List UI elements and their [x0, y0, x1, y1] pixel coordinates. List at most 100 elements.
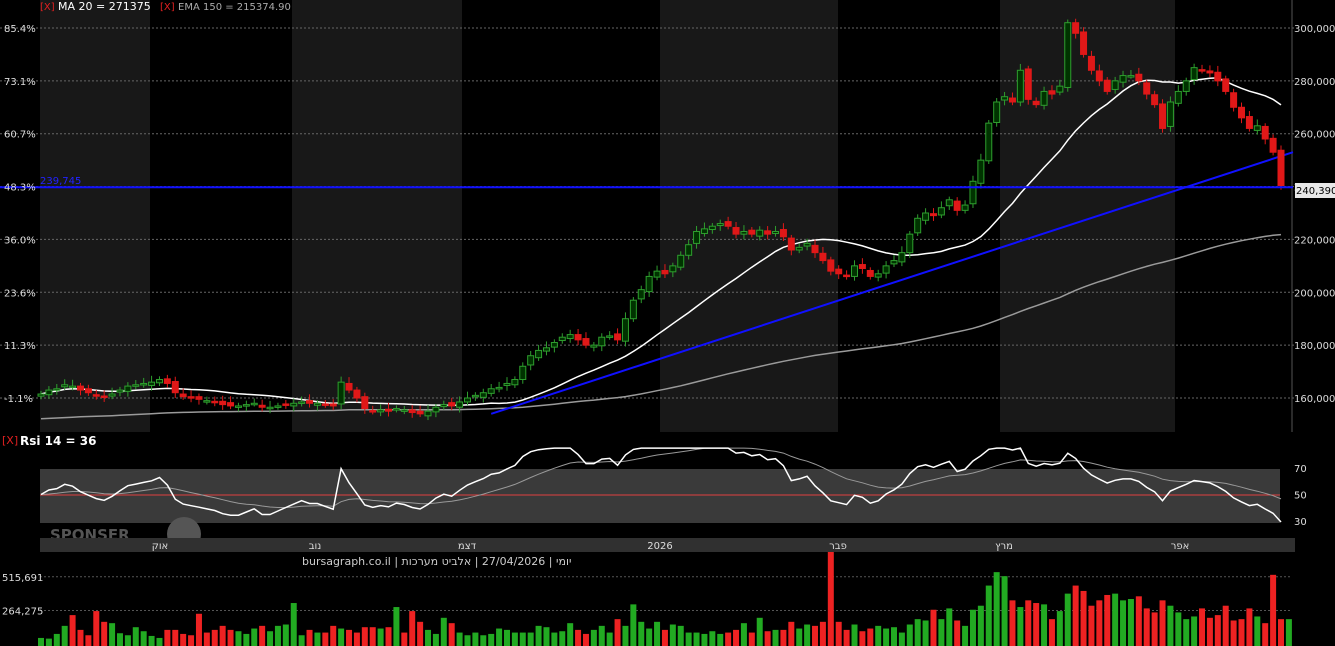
- volume-tick-label: 264,275: [2, 607, 43, 618]
- volume-bar: [693, 632, 700, 646]
- candle-body: [53, 388, 61, 391]
- volume-bar: [1127, 599, 1134, 646]
- candle-body: [574, 334, 582, 341]
- volume-bar: [93, 611, 100, 646]
- rsi-tick-label: 30: [1294, 517, 1307, 528]
- rsi-line: [40, 447, 1282, 523]
- candle-body: [1024, 68, 1032, 100]
- volume-bar: [346, 629, 353, 646]
- volume-bar: [1246, 608, 1253, 646]
- candle-body: [851, 265, 859, 277]
- volume-bar: [756, 617, 763, 646]
- volume-bar: [717, 633, 724, 646]
- volume-bar: [338, 628, 345, 646]
- candle-body: [361, 396, 369, 410]
- candle-body: [337, 381, 345, 405]
- price-tick-label: 200,000: [1294, 288, 1335, 299]
- volume-bar: [1017, 607, 1024, 646]
- price-grid: [0, 0, 1295, 432]
- percent-tick-label: 73.1%: [4, 77, 36, 88]
- volume-bar: [535, 625, 542, 646]
- percent-tick-label: 85.4%: [4, 24, 36, 35]
- volume-bar: [914, 619, 921, 646]
- volume-bar: [203, 632, 210, 646]
- volume-bar: [796, 628, 803, 646]
- volume-bar: [369, 627, 376, 646]
- candle-body: [519, 365, 527, 380]
- volume-bar: [1025, 600, 1032, 646]
- volume-bar: [172, 629, 179, 646]
- volume-bar: [875, 625, 882, 646]
- candle-body: [495, 386, 503, 390]
- volume-bar: [922, 620, 929, 646]
- candle-body: [1253, 125, 1261, 131]
- candle-body: [1056, 85, 1064, 93]
- volume-bar: [1056, 611, 1063, 646]
- volume-bars: [38, 552, 1292, 646]
- volume-bar: [259, 625, 266, 646]
- volume-bar: [1041, 604, 1048, 646]
- candle-body: [606, 335, 614, 338]
- volume-bar: [1183, 619, 1190, 646]
- candle-body: [416, 410, 424, 415]
- volume-bar: [1254, 616, 1261, 646]
- candle-body: [1269, 137, 1277, 153]
- volume-bar: [622, 625, 629, 646]
- candle-body: [827, 259, 835, 272]
- ema-remove-tag[interactable]: [X]: [160, 2, 175, 13]
- volume-bar: [393, 607, 400, 646]
- candle-body: [290, 402, 298, 407]
- candle-body: [1080, 31, 1088, 55]
- candle-body: [463, 397, 471, 403]
- ma-remove-tag[interactable]: [X]: [40, 2, 55, 13]
- volume-bar: [274, 625, 281, 646]
- volume-bar: [654, 621, 661, 646]
- candle-body: [969, 180, 977, 205]
- volume-bar: [646, 628, 653, 646]
- candle-body: [858, 264, 866, 269]
- candle-body: [511, 379, 519, 386]
- volume-bar: [496, 628, 503, 646]
- volume-bar: [282, 624, 289, 646]
- candle-body: [835, 268, 843, 275]
- candle-body: [92, 394, 100, 397]
- candle-body: [645, 275, 653, 293]
- volume-bar: [1175, 612, 1182, 646]
- volume-bar: [1088, 605, 1095, 646]
- candle-body: [700, 228, 708, 234]
- candle-body: [590, 344, 598, 348]
- candle-body: [1072, 22, 1080, 34]
- volume-bar: [330, 625, 337, 646]
- candle-body: [37, 393, 45, 397]
- candle-body: [542, 347, 550, 352]
- percent-tick-label: 60.7%: [4, 130, 36, 141]
- ema-legend: EMA 150 = 215374.90: [178, 2, 291, 13]
- candle-body: [1095, 70, 1103, 82]
- candle-body: [282, 403, 290, 406]
- candle-body: [1111, 80, 1119, 90]
- volume-tick-label: 515,691: [2, 573, 43, 584]
- volume-bar: [432, 633, 439, 646]
- candle-body: [211, 400, 219, 404]
- candle-body: [227, 402, 235, 407]
- volume-bar: [890, 627, 897, 646]
- volume-bar: [859, 631, 866, 646]
- candle-body: [408, 409, 416, 414]
- candle-body: [693, 231, 701, 244]
- volume-bar: [511, 632, 518, 646]
- candle-body: [890, 260, 898, 265]
- volume-bar: [45, 638, 52, 646]
- candle-body: [1198, 69, 1206, 72]
- month-band: [660, 0, 838, 432]
- x-tick-label: אוק: [152, 541, 169, 552]
- candle-body: [598, 336, 606, 347]
- candle-body: [740, 231, 748, 235]
- volume-bar: [638, 621, 645, 646]
- volume-bar: [61, 625, 68, 646]
- candle-body: [724, 221, 732, 227]
- volume-bar: [685, 632, 692, 646]
- volume-bar: [519, 632, 526, 646]
- candle-body: [69, 385, 77, 389]
- rsi-remove-tag[interactable]: [X]: [2, 434, 18, 447]
